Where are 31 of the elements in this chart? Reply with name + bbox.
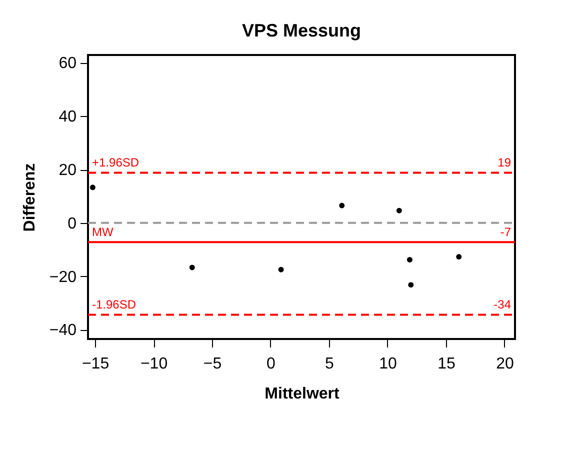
y-tick-label: −40 xyxy=(49,322,77,340)
point xyxy=(278,266,284,272)
y-tick-label: 40 xyxy=(58,108,77,126)
point xyxy=(406,256,412,262)
y-tick-label: −20 xyxy=(49,268,77,286)
point xyxy=(189,264,195,270)
annotation: -7 xyxy=(500,225,512,240)
x-tick-label: −15 xyxy=(82,356,110,372)
ref-line-label: +1.96SD xyxy=(92,156,140,170)
point xyxy=(396,208,402,214)
x-tick-label: 0 xyxy=(266,356,276,372)
annotation: 19 xyxy=(498,156,512,170)
x-tick-label: 20 xyxy=(496,356,514,372)
x-tick-label: 10 xyxy=(379,356,397,372)
point xyxy=(456,254,462,260)
y-axis-title: Differenz xyxy=(21,163,38,232)
x-tick-label: −10 xyxy=(140,356,168,372)
point xyxy=(408,282,414,288)
x-tick-label: 15 xyxy=(438,356,456,372)
x-axis-title: Mittelwert xyxy=(264,386,340,402)
x-tick-label: 5 xyxy=(325,356,334,372)
point xyxy=(90,184,96,190)
ref-line-label: MW xyxy=(92,225,114,240)
ref-line-label: -1.96SD xyxy=(92,298,136,312)
chart-title: VPS Messung xyxy=(242,20,362,41)
x-tick-label: −5 xyxy=(203,356,222,372)
point xyxy=(339,202,345,208)
y-tick-label: 60 xyxy=(58,55,77,72)
y-tick-label: 0 xyxy=(68,215,77,232)
y-tick-label: 20 xyxy=(58,162,77,180)
annotation: -34 xyxy=(494,298,512,312)
